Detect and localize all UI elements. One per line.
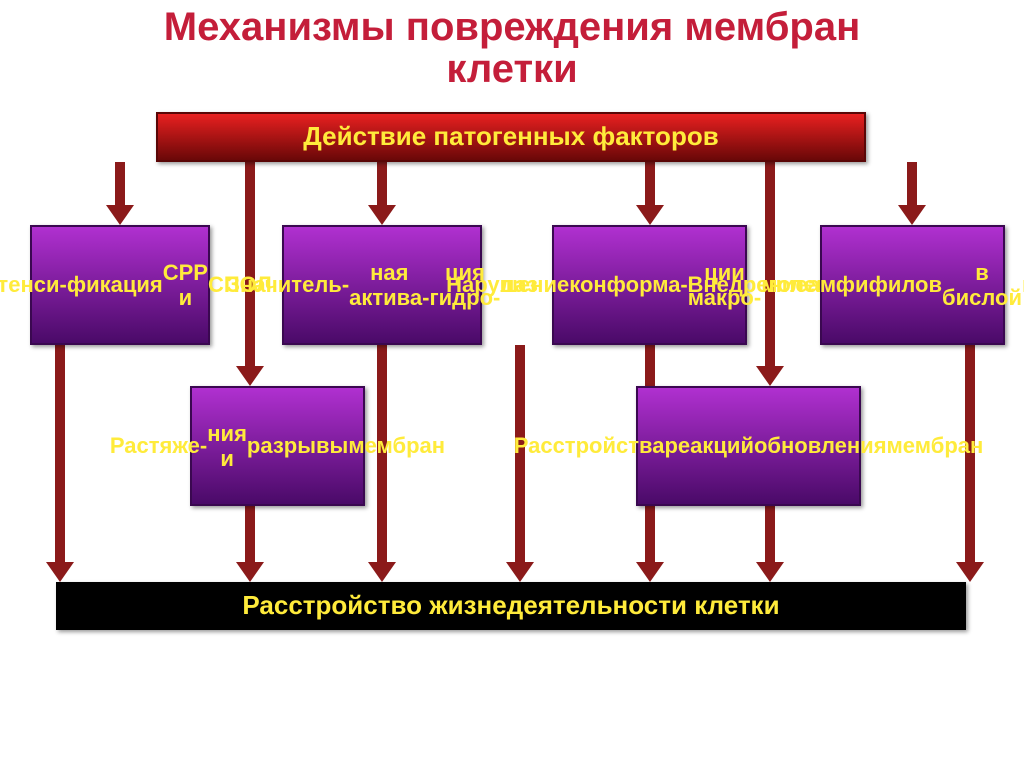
flowchart-node: Растяже-ния иразрывымембран: [190, 386, 365, 506]
flowchart-node: Расстройство жизнедеятельности клетки: [56, 582, 966, 630]
title-line2: клетки: [446, 47, 577, 91]
flowchart-node: Действие патогенных факторов: [156, 112, 866, 162]
flowchart-node: Интенси-фикацияСРР иСПОЛ: [30, 225, 210, 345]
flowchart-node: Внедрениеамфифиловв бислоймембраны: [820, 225, 1005, 345]
title-line1: Механизмы повреждения мембран: [164, 5, 860, 49]
page-title: Механизмы повреждения мембран клетки: [0, 0, 1024, 90]
flowchart-node: Расстройствареакцийобновлениямембран: [636, 386, 861, 506]
